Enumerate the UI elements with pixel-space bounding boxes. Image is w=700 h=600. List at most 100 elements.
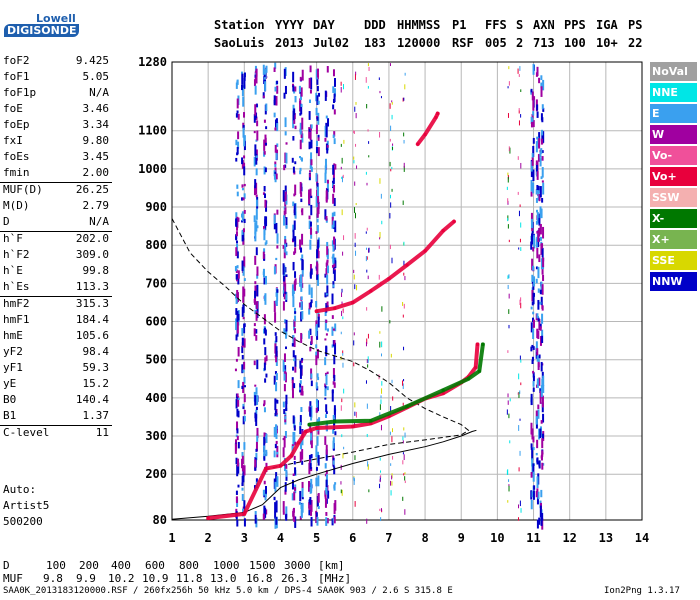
- echo-point: [441, 229, 445, 233]
- artist-version: 500200: [3, 515, 43, 528]
- noise-streaks: [234, 62, 545, 530]
- x-tick-label: 5: [313, 531, 320, 545]
- parameter-row: hmE 105.6: [0, 329, 112, 345]
- echo-point: [481, 342, 485, 346]
- echo-point: [307, 423, 311, 427]
- header-value: 2: [516, 36, 524, 50]
- header-label: DAY: [313, 18, 335, 32]
- x-tick-label: 14: [635, 531, 649, 545]
- echo-trace: [415, 111, 440, 147]
- profile-solid: [171, 429, 477, 520]
- muf-value: 26.3: [281, 572, 308, 585]
- parameter-name: C-level: [3, 426, 50, 439]
- muf-unit: [MHz]: [318, 572, 352, 585]
- parameter-name: MUF(D): [3, 183, 43, 196]
- echo-trace: [314, 219, 456, 314]
- parameter-row: M(D) 2.79: [0, 199, 112, 215]
- y-tick-label: 500: [145, 353, 167, 367]
- y-tick-label: 1100: [138, 124, 167, 138]
- parameter-value: 2.79: [82, 199, 110, 212]
- parameter-name: foEp: [3, 118, 30, 131]
- parameter-value: 11: [95, 426, 109, 439]
- echo-trace: [206, 342, 480, 521]
- parameter-row: hmF1 184.4: [0, 313, 112, 329]
- header-value: 713: [533, 36, 555, 50]
- parameter-row: fxI 9.80: [0, 134, 112, 150]
- parameter-value: 5.05: [82, 70, 110, 83]
- muf-label: MUF: [3, 572, 23, 585]
- parameter-value: 140.4: [75, 393, 109, 406]
- parameter-name: yF1: [3, 361, 23, 374]
- lowell-logo-text: Lowell: [36, 12, 76, 25]
- parameter-list: foF2 9.425 foF1 5.05 foF1p N/A foE 3.46 foEp 3.34…: [0, 54, 112, 442]
- header-label: FFS: [485, 18, 507, 32]
- echo-point: [315, 309, 319, 313]
- parameter-row: foEp 3.34: [0, 118, 112, 134]
- legend-entry: Vo+: [650, 167, 697, 186]
- legend-entry: Vo-: [650, 146, 697, 165]
- header-value: RSF: [452, 36, 474, 50]
- muf-value: 11.8: [176, 572, 203, 585]
- echo-point: [351, 300, 355, 304]
- parameter-value: 202.0: [75, 232, 109, 245]
- parameter-name: M(D): [3, 199, 30, 212]
- parameter-value: 113.3: [75, 280, 109, 293]
- legend-entry: SSE: [650, 251, 697, 270]
- parameter-row: h`F2 309.0: [0, 248, 112, 264]
- echo-point: [297, 441, 301, 445]
- y-tick-label: 300: [145, 429, 167, 443]
- distance-value: 100: [46, 559, 66, 572]
- footer-info: SAA0K_2013183120000.RSF / 260fx256h 50 k…: [3, 586, 453, 596]
- legend-entry: SSW: [650, 188, 697, 207]
- parameter-row: C-level 11: [0, 425, 112, 442]
- echo-point: [304, 429, 308, 433]
- header-label: AXN: [533, 18, 555, 32]
- x-tick-label: 13: [599, 531, 613, 545]
- footer-version: Ion2Png 1.3.17: [604, 586, 680, 596]
- distance-value: 600: [145, 559, 165, 572]
- x-tick-label: 9: [458, 531, 465, 545]
- parameter-name: B0: [3, 393, 17, 406]
- echo-point: [466, 377, 470, 381]
- echo-point: [369, 419, 373, 423]
- header-value: 100: [564, 36, 586, 50]
- x-tick-label: 7: [385, 531, 392, 545]
- distance-value: 400: [111, 559, 131, 572]
- echo-point: [387, 414, 391, 418]
- parameter-row: B0 140.4: [0, 393, 112, 409]
- header-value: 2013: [275, 36, 304, 50]
- echo-point: [452, 220, 456, 224]
- distance-value: 800: [179, 559, 199, 572]
- parameter-name: h`E: [3, 264, 23, 277]
- distance-value: 3000: [284, 559, 311, 572]
- echo-point: [416, 142, 420, 146]
- header-value: 10+: [596, 36, 618, 50]
- header-value: 22: [628, 36, 643, 50]
- legend-entry: E: [650, 104, 697, 123]
- echo-point: [423, 133, 427, 137]
- header-label: S: [516, 18, 524, 32]
- parameter-row: foF1 5.05: [0, 70, 112, 86]
- header-label: HHMMSS: [397, 18, 441, 32]
- parameter-value: 15.2: [82, 377, 110, 390]
- parameter-value: 309.0: [75, 248, 109, 261]
- parameter-row: h`E 99.8: [0, 264, 112, 280]
- parameter-value: 2.00: [82, 166, 110, 179]
- distance-label: D: [3, 559, 10, 572]
- muf-value: 10.2: [108, 572, 135, 585]
- header-label: P1: [452, 18, 467, 32]
- x-tick-label: 2: [205, 531, 212, 545]
- parameter-value: N/A: [89, 86, 109, 99]
- parameter-value: 3.34: [82, 118, 110, 131]
- y-tick-label: 900: [145, 200, 167, 214]
- y-tick-label: 600: [145, 315, 167, 329]
- echo-point: [264, 466, 268, 470]
- muf-value: 13.0: [210, 572, 237, 585]
- parameter-row: foF1p N/A: [0, 86, 112, 102]
- echo-point: [369, 421, 373, 425]
- echo-point: [405, 263, 409, 267]
- parameter-row: yE 15.2: [0, 377, 112, 393]
- artist-label: Artist5: [3, 499, 50, 512]
- parameter-value: 315.3: [75, 297, 109, 310]
